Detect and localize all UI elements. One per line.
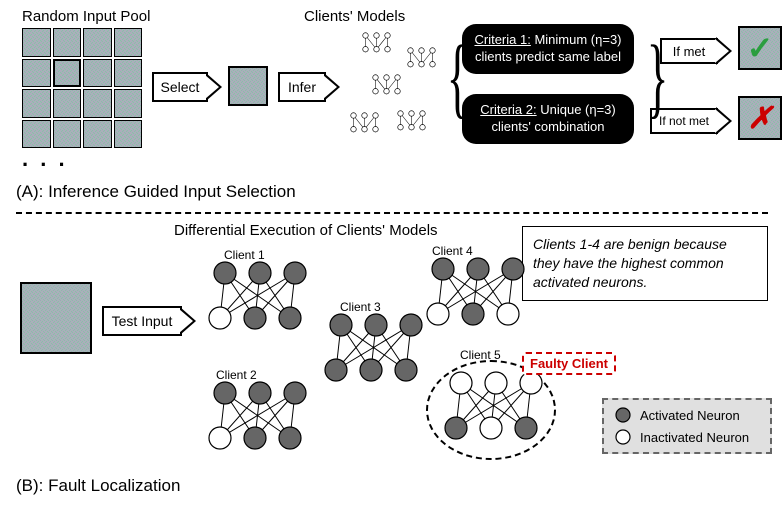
noise-tile: [114, 59, 143, 88]
cross-icon: ✗: [747, 101, 772, 136]
noise-tile: [83, 59, 112, 88]
noise-tile: [53, 59, 82, 88]
noise-tile: [83, 89, 112, 118]
info-text: Clients 1-4 are benign because they have…: [533, 236, 727, 290]
check-icon: ✓: [747, 29, 774, 67]
test-input-tile: [20, 282, 92, 354]
client-1-net: [200, 258, 310, 338]
if-met-arrow: If met: [660, 38, 718, 64]
noise-tile: [114, 28, 143, 57]
criteria-1-label: Criteria 1:: [474, 32, 530, 47]
noise-tile: [22, 28, 51, 57]
diagram-canvas: Random Input Pool . . . Select Infer Cli…: [0, 0, 784, 508]
infer-arrow: Infer: [278, 72, 326, 102]
arrow-label: Infer: [288, 79, 316, 95]
random-input-grid: [22, 28, 142, 148]
legend-inactivated: Inactivated Neuron: [640, 430, 749, 445]
noise-tile: [114, 120, 143, 149]
arrow-label: Test Input: [112, 313, 173, 329]
client-4-net: [418, 254, 528, 334]
arrow-label: Select: [161, 79, 200, 95]
noise-tile: [53, 120, 82, 149]
select-arrow: Select: [152, 72, 208, 102]
activated-neuron-icon: [614, 406, 632, 424]
client-5-net: [436, 368, 546, 448]
section-a-label: (A): Inference Guided Input Selection: [16, 182, 296, 202]
header-client-models: Clients' Models: [304, 8, 405, 25]
section-b-label: (B): Fault Localization: [16, 476, 180, 496]
noise-tile: [22, 59, 51, 88]
if-not-met-arrow: If not met: [650, 108, 718, 134]
client-2-net: [200, 378, 310, 458]
criteria-1-box: Criteria 1: Minimum (η=3) clients predic…: [462, 24, 634, 74]
arrow-label: If met: [673, 44, 706, 59]
noise-tile: [22, 120, 51, 149]
selected-tile: [228, 66, 268, 106]
client-5-label: Client 5: [460, 348, 501, 362]
client-3-net: [316, 310, 426, 390]
faulty-client-badge: Faulty Client: [522, 352, 616, 375]
result-met: ✓: [738, 26, 782, 70]
info-box: Clients 1-4 are benign because they have…: [522, 226, 768, 301]
inactivated-neuron-icon: [614, 428, 632, 446]
noise-tile: [53, 28, 82, 57]
legend-activated: Activated Neuron: [640, 408, 740, 423]
criteria-2-box: Criteria 2: Unique (η=3) clients' combin…: [462, 94, 634, 144]
header-diff-exec: Differential Execution of Clients' Model…: [174, 222, 438, 239]
section-divider: [16, 212, 768, 214]
arrow-label: If not met: [659, 114, 709, 128]
ellipsis: . . .: [22, 146, 68, 172]
result-not-met: ✗: [738, 96, 782, 140]
noise-tile: [83, 28, 112, 57]
noise-tile: [114, 89, 143, 118]
tiny-networks: [340, 30, 440, 150]
test-input-arrow: Test Input: [102, 306, 182, 336]
noise-tile: [53, 89, 82, 118]
noise-tile: [83, 120, 112, 149]
criteria-2-label: Criteria 2:: [480, 102, 536, 117]
legend-box: Activated Neuron Inactivated Neuron: [602, 398, 772, 454]
noise-tile: [22, 89, 51, 118]
header-random-pool: Random Input Pool: [22, 8, 150, 25]
